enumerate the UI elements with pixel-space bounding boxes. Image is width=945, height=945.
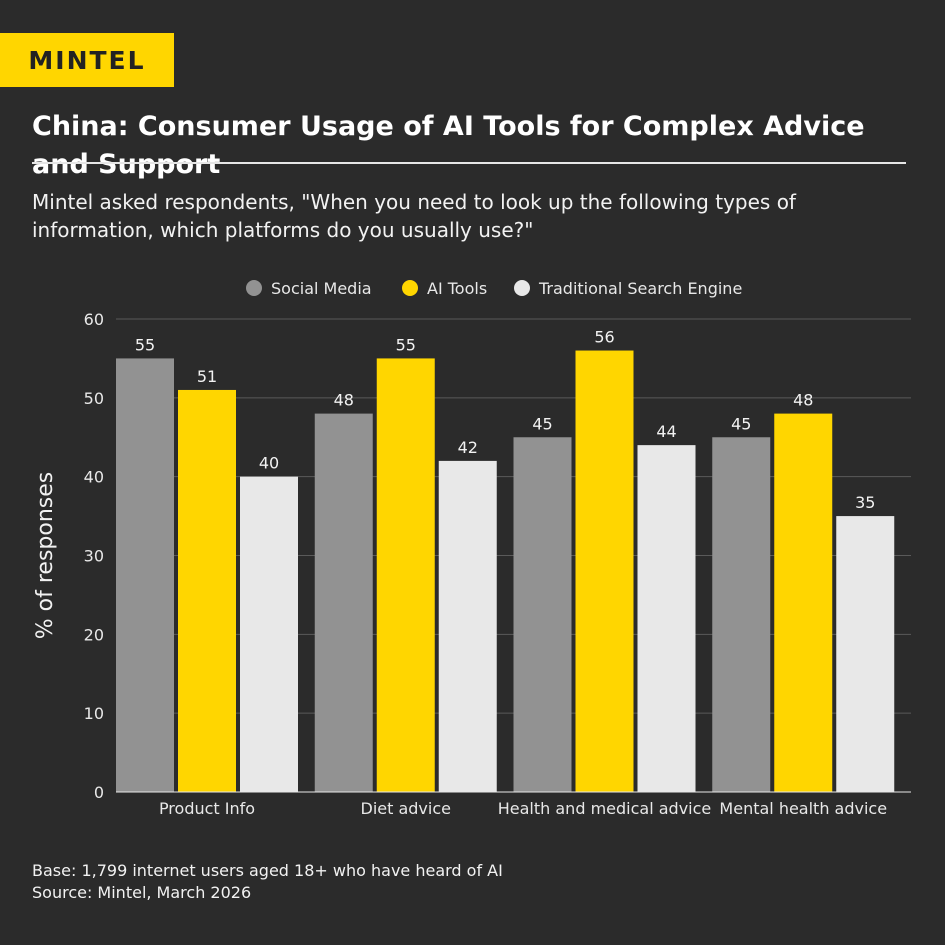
y-tick-label-20: 20: [84, 625, 104, 644]
y-tick-label-30: 30: [84, 547, 104, 566]
legend-swatch-traditional-search: [514, 280, 530, 296]
data-label-0-1: 51: [197, 367, 217, 386]
bar-3-2: [836, 516, 895, 792]
data-label-2-1: 56: [594, 328, 614, 347]
data-label-3-2: 35: [855, 493, 875, 512]
bar-2-1: [575, 350, 634, 792]
bar-1-0: [314, 413, 373, 792]
data-label-1-1: 55: [396, 335, 416, 354]
bar-0-1: [178, 389, 236, 792]
data-label-2-0: 45: [532, 414, 552, 433]
title-divider: [32, 162, 906, 164]
bar-3-1: [774, 413, 833, 792]
x-category-label-3: Mental health advice: [719, 799, 887, 818]
bar-1-1: [376, 358, 435, 792]
bar-1-2: [438, 460, 497, 792]
data-label-0-0: 55: [135, 335, 155, 354]
x-category-label-0: Product Info: [159, 799, 255, 818]
bar-2-0: [513, 437, 572, 792]
y-tick-label-60: 60: [84, 310, 104, 329]
legend-item-social-media: Social Media: [246, 277, 372, 299]
legend-label-traditional-search: Traditional Search Engine: [539, 278, 743, 298]
y-tick-label-10: 10: [84, 704, 104, 723]
chart-footer: Base: 1,799 internet users aged 18+ who …: [32, 860, 912, 904]
logo-text: MINTEL: [28, 45, 146, 75]
page-title: China: Consumer Usage of AI Tools for Co…: [32, 111, 865, 180]
data-label-3-1: 48: [793, 391, 813, 410]
bar-0-2: [240, 476, 298, 792]
legend-item-ai-tools: AI Tools: [402, 277, 487, 299]
y-axis-label: % of responses: [33, 472, 58, 639]
y-tick-label-0: 0: [94, 783, 104, 802]
data-label-0-2: 40: [259, 454, 279, 473]
data-label-1-0: 48: [334, 391, 354, 410]
bar-0-0: [116, 358, 174, 792]
bar-3-0: [712, 437, 771, 792]
legend-label-ai-tools: AI Tools: [427, 278, 488, 298]
chart-subtitle: Mintel asked respondents, "When you need…: [32, 190, 796, 242]
data-label-2-2: 44: [656, 422, 676, 441]
x-category-label-2: Health and medical advice: [498, 799, 712, 818]
y-tick-label-40: 40: [84, 468, 104, 487]
data-label-3-0: 45: [731, 414, 751, 433]
legend-label-social-media: Social Media: [271, 278, 372, 298]
legend-swatch-social-media: [246, 280, 262, 296]
mintel-logo: MINTEL: [0, 33, 174, 87]
x-category-label-1: Diet advice: [361, 799, 451, 818]
legend-item-traditional-search: Traditional Search Engine: [514, 277, 742, 299]
footnote-source: Source: Mintel, March 2026: [32, 883, 252, 902]
legend-swatch-ai-tools: [402, 280, 418, 296]
footnote-base: Base: 1,799 internet users aged 18+ who …: [32, 861, 503, 880]
chart-legend: Social Media AI Tools Traditional Search…: [0, 277, 945, 299]
data-label-1-2: 42: [458, 438, 478, 457]
bar-2-2: [637, 445, 696, 792]
y-tick-label-50: 50: [84, 389, 104, 408]
